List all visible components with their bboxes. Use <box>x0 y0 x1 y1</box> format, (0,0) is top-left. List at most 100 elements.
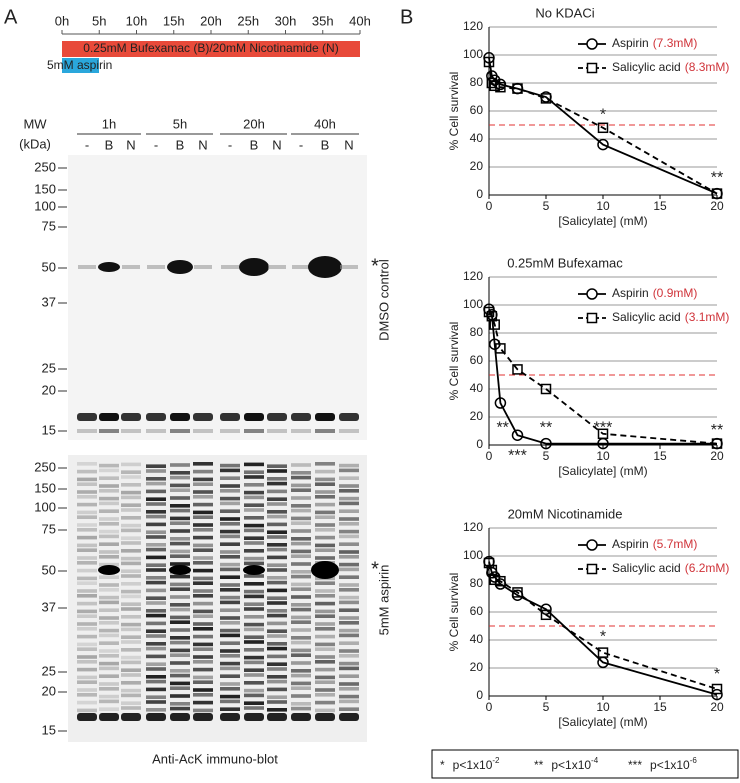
y-tick-label: 60 <box>470 103 484 117</box>
mw-label: 250 <box>34 159 56 174</box>
mw-label: 37 <box>42 294 56 309</box>
band <box>121 688 141 693</box>
band <box>193 655 213 659</box>
y-tick-label: 100 <box>463 297 483 311</box>
band <box>146 502 166 506</box>
blot-top <box>68 155 367 440</box>
band <box>291 582 311 587</box>
band <box>77 490 97 494</box>
band <box>268 265 286 269</box>
band <box>291 681 311 686</box>
band <box>170 463 190 467</box>
y-tick-label: 40 <box>470 131 484 145</box>
mw-label: 100 <box>34 198 56 213</box>
band <box>146 555 166 560</box>
band <box>267 502 287 506</box>
band <box>121 655 141 660</box>
band <box>146 481 166 486</box>
band <box>291 615 311 620</box>
x-axis-label: [Salicylate] (mM) <box>558 214 647 228</box>
band <box>244 655 264 660</box>
band <box>99 484 119 488</box>
band <box>291 640 311 645</box>
band <box>220 588 240 592</box>
band <box>267 580 287 585</box>
band <box>244 622 264 627</box>
band <box>170 574 190 579</box>
band <box>220 694 240 699</box>
band <box>220 550 240 554</box>
band <box>220 562 240 567</box>
band <box>339 682 359 686</box>
data-point <box>711 188 723 199</box>
x-tick-label: 10 <box>596 449 610 463</box>
band <box>291 706 311 711</box>
band <box>146 646 166 651</box>
timeline-tick: 20h <box>200 13 222 28</box>
band <box>170 413 190 421</box>
band <box>244 429 264 433</box>
band <box>243 565 265 575</box>
y-tick-label: 20 <box>470 159 484 173</box>
band <box>193 660 213 664</box>
band <box>339 641 359 645</box>
x-tick-label: 0 <box>486 700 493 714</box>
band <box>77 429 97 433</box>
band <box>99 468 119 473</box>
band <box>339 621 359 625</box>
y-axis-label: % Cell survival <box>447 573 461 652</box>
mw-label: 37 <box>42 599 56 614</box>
band <box>170 607 190 612</box>
band <box>170 587 190 591</box>
key-entry: * p<1x10-2 <box>440 756 500 772</box>
band <box>170 713 190 721</box>
band <box>77 528 97 532</box>
legend-marker <box>586 62 598 74</box>
band <box>146 700 166 704</box>
band <box>170 673 190 678</box>
band <box>193 556 213 560</box>
key-stars: ** <box>534 758 544 772</box>
band <box>291 628 311 632</box>
band <box>99 575 119 579</box>
band <box>193 581 213 585</box>
band <box>339 713 359 721</box>
band <box>77 700 97 705</box>
x-tick-label: 10 <box>596 199 610 213</box>
band <box>339 489 359 493</box>
band <box>99 666 119 671</box>
band <box>77 543 97 548</box>
band <box>121 673 141 677</box>
band <box>77 688 97 692</box>
band <box>170 471 190 475</box>
band <box>315 490 335 494</box>
band <box>339 468 359 473</box>
key-stars: *** <box>628 758 642 772</box>
timeline-tick: 40h <box>349 13 371 28</box>
band <box>267 563 287 567</box>
y-axis-label: % Cell survival <box>447 322 461 401</box>
band <box>315 688 335 692</box>
legend-marker <box>586 312 598 324</box>
band <box>193 675 213 680</box>
band <box>315 535 335 540</box>
band <box>220 649 240 653</box>
lane-label: - <box>299 137 303 152</box>
band <box>99 654 119 658</box>
band <box>167 260 193 274</box>
band <box>193 614 213 618</box>
mw-label: 20 <box>42 683 56 698</box>
band <box>339 649 359 653</box>
lane-label: N <box>126 137 135 152</box>
x-tick-label: 15 <box>653 449 667 463</box>
band <box>77 535 97 540</box>
band <box>193 495 213 499</box>
band <box>146 543 166 547</box>
band <box>267 522 287 527</box>
band <box>170 496 190 500</box>
legend-name: Aspirin <box>612 286 649 300</box>
band <box>244 483 264 487</box>
band <box>339 567 359 572</box>
band <box>121 462 141 467</box>
